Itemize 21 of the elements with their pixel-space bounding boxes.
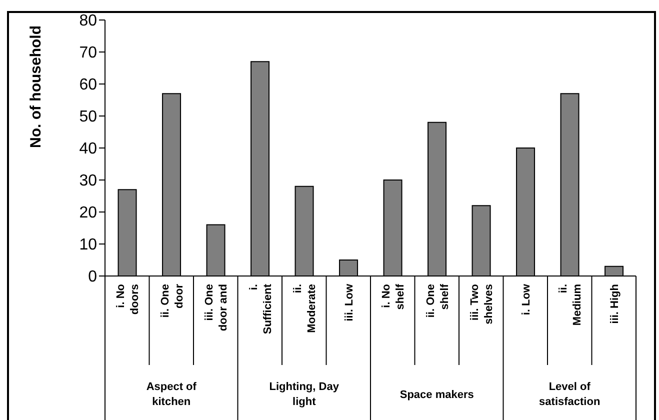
- x-tick-label: iii. High: [608, 284, 621, 324]
- x-tick-label: iii. Low: [343, 284, 356, 322]
- y-tick-label: 60: [79, 76, 98, 94]
- x-tick-label: ii. One door: [159, 283, 186, 318]
- x-tick-label: i. No shelf: [380, 284, 407, 310]
- y-tick-label: 30: [79, 172, 98, 190]
- text: Lighting, Day light: [269, 381, 340, 408]
- y-tick-label: 40: [79, 140, 98, 158]
- y-tick-label: 20: [79, 204, 98, 222]
- y-tick-label: 50: [79, 108, 98, 126]
- x-tick-label: ii. One shelf: [424, 284, 451, 318]
- y-tick-label: 70: [79, 44, 98, 62]
- y-tick-label: 10: [79, 236, 98, 254]
- y-tick-label: 80: [79, 12, 98, 30]
- x-tick-label: i. Low: [520, 284, 532, 316]
- x-tick-label: i. No doors: [115, 284, 142, 315]
- y-tick-label: 0: [88, 268, 98, 286]
- y-axis-title: No. of household: [27, 26, 44, 148]
- text: Level of satisfaction: [539, 381, 600, 408]
- text: Aspect of kitchen: [146, 381, 197, 408]
- text: Space makers: [400, 389, 474, 401]
